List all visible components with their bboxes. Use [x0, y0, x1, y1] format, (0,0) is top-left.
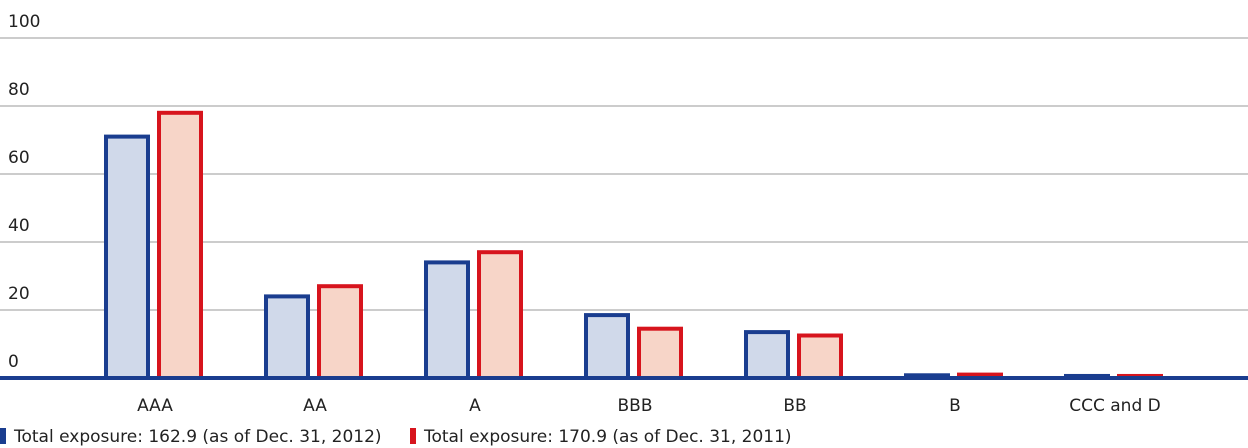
bar: [584, 313, 630, 381]
legend-swatch: [410, 428, 416, 444]
x-tick-label: B: [949, 396, 961, 416]
bar: [104, 134, 150, 380]
bar: [317, 284, 363, 381]
bar: [157, 110, 203, 381]
x-tick-label: AA: [303, 396, 327, 416]
bar: [477, 250, 523, 380]
bar: [797, 333, 843, 380]
y-tick-label: 60: [8, 148, 30, 168]
legend-label: Total exposure: 162.9 (as of Dec. 31, 20…: [13, 427, 382, 447]
x-tick-label: A: [469, 396, 481, 416]
x-tick-label: AAA: [137, 396, 173, 416]
x-tick-label: BBB: [618, 396, 653, 416]
y-tick-label: 100: [8, 12, 40, 32]
y-tick-label: 80: [8, 80, 30, 100]
y-tick-label: 20: [8, 284, 30, 304]
x-tick-label: BB: [783, 396, 806, 416]
x-tick-label: CCC and D: [1069, 396, 1161, 416]
legend-label: Total exposure: 170.9 (as of Dec. 31, 20…: [423, 427, 792, 447]
bar: [744, 330, 790, 381]
y-tick-label: 40: [8, 216, 30, 236]
y-tick-label: 0: [8, 352, 19, 372]
bar: [637, 326, 683, 381]
bar: [264, 294, 310, 380]
bar: [424, 260, 470, 380]
legend-swatch: [0, 428, 6, 444]
